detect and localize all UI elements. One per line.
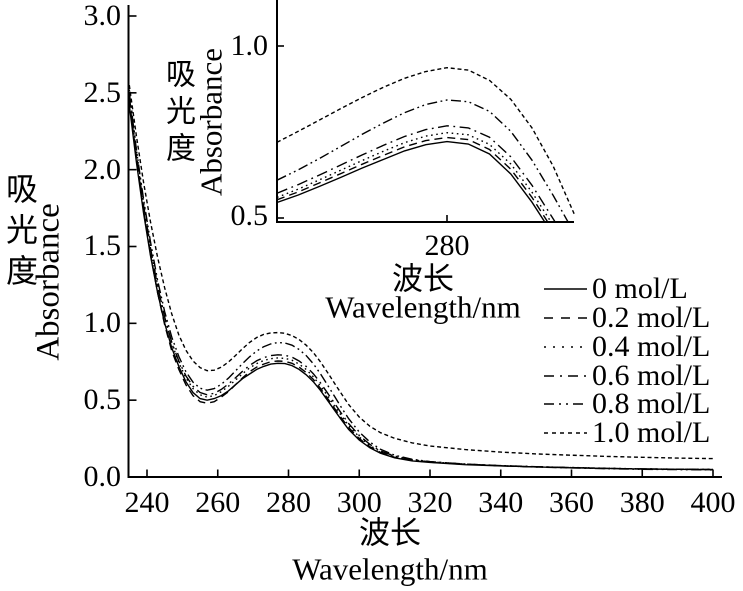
main-x-axis-label-en: Wavelength/nm xyxy=(292,551,488,587)
main-y-tick-label: 2.0 xyxy=(83,152,122,186)
inset-x-axis-label-zh: 波长 xyxy=(392,261,454,297)
main-x-tick-label: 360 xyxy=(549,486,594,519)
legend-item-label-08mol: 0.8 mol/L xyxy=(592,387,711,420)
main-x-tick-label: 280 xyxy=(266,486,311,519)
main-y-tick-label: 1.0 xyxy=(83,306,122,340)
inset-y-tick-label: 0.5 xyxy=(230,199,269,232)
main-curve-0-8-mol-L xyxy=(128,92,714,471)
legend-item-label-02mol: 0.2 mol/L xyxy=(592,301,711,334)
legend-item-label-04mol: 0.4 mol/L xyxy=(592,330,711,363)
main-x-axis-label-zh: 波长 xyxy=(359,515,421,551)
inset-curve-0-mol-L xyxy=(277,140,546,222)
main-y-tick-label: 1.5 xyxy=(83,229,122,263)
main-y-tick-label: 3.0 xyxy=(83,0,122,32)
main-x-tick-label: 260 xyxy=(195,486,241,519)
inset-y-tick-label: 1.0 xyxy=(230,29,269,62)
inset-x-axis-label-en: Wavelength/nm xyxy=(325,289,521,325)
main-x-tick-label: 320 xyxy=(407,486,453,519)
main-curve-0-6-mol-L xyxy=(128,95,714,471)
main-y-tick-label: 0.5 xyxy=(83,383,122,417)
main-y-axis-label-en: Absorbance xyxy=(30,203,67,361)
main-x-tick-label: 300 xyxy=(336,486,382,519)
main-x-tick-label: 340 xyxy=(478,486,524,519)
main-y-tick-label: 0.0 xyxy=(83,460,122,493)
inset-curve-0-6-mol-L xyxy=(277,125,556,222)
main-curve-1-0-mol-L xyxy=(128,85,714,460)
inset-curve-0-8-mol-L xyxy=(277,99,569,222)
main-x-tick-label: 240 xyxy=(124,486,170,519)
inset-axes xyxy=(276,0,574,223)
legend-item-label-10mol: 1.0 mol/L xyxy=(592,416,711,449)
inset-curve-1-0-mol-L xyxy=(277,66,575,215)
legend-item-label-0mol: 0 mol/L xyxy=(592,272,688,305)
inset-curve-0-2-mol-L xyxy=(277,136,549,222)
main-x-tick-label: 380 xyxy=(619,486,665,519)
inset-y-axis-label-en: Absorbance xyxy=(193,47,229,197)
legend-item-label-06mol: 0.6 mol/L xyxy=(592,359,711,392)
inset-x-tick-label: 280 xyxy=(424,229,470,262)
main-x-tick-label: 400 xyxy=(690,486,736,519)
main-y-axis-label-zh: 吸光度 xyxy=(2,172,38,295)
main-y-tick-label: 2.5 xyxy=(83,75,122,109)
inset-y-axis-label-zh: 吸光度 xyxy=(161,58,194,169)
